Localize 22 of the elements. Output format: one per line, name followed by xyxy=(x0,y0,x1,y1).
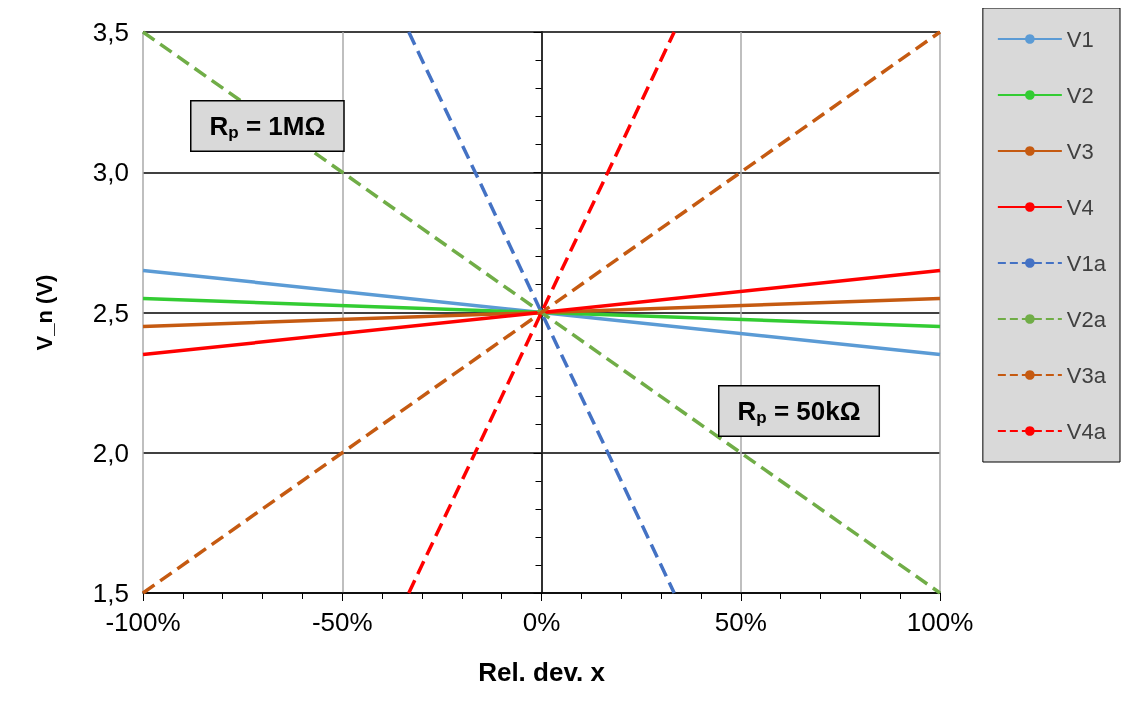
annotation: Rp = 50kΩ xyxy=(737,396,861,427)
legend-label: V1 xyxy=(1066,26,1094,52)
x-tick-label: -50% xyxy=(311,607,373,637)
y-axis-title: V_n (V) xyxy=(31,274,57,351)
legend-label: V4 xyxy=(1066,194,1094,220)
x-tick-label: 0% xyxy=(522,607,561,637)
x-tick-label: 50% xyxy=(714,607,767,637)
legend-label: V1a xyxy=(1066,250,1107,276)
y-tick-label: 2,5 xyxy=(92,297,129,328)
x-axis-title: Rel. dev. x xyxy=(478,657,606,687)
x-tick-label: 100% xyxy=(906,607,974,637)
y-tick-label: 2,0 xyxy=(92,437,129,468)
y-tick-label: 3,5 xyxy=(92,17,129,47)
annotation: Rp = 1MΩ xyxy=(209,111,326,142)
y-tick-label: 3,0 xyxy=(92,157,129,188)
legend-label: V3a xyxy=(1066,362,1107,388)
legend-label: V2a xyxy=(1066,306,1107,332)
legend-label: V2 xyxy=(1066,82,1094,108)
legend-label: V4a xyxy=(1066,418,1107,444)
legend-label: V3 xyxy=(1066,138,1094,164)
x-tick-label: -100% xyxy=(105,607,181,637)
y-tick-label: 1,5 xyxy=(92,578,129,608)
